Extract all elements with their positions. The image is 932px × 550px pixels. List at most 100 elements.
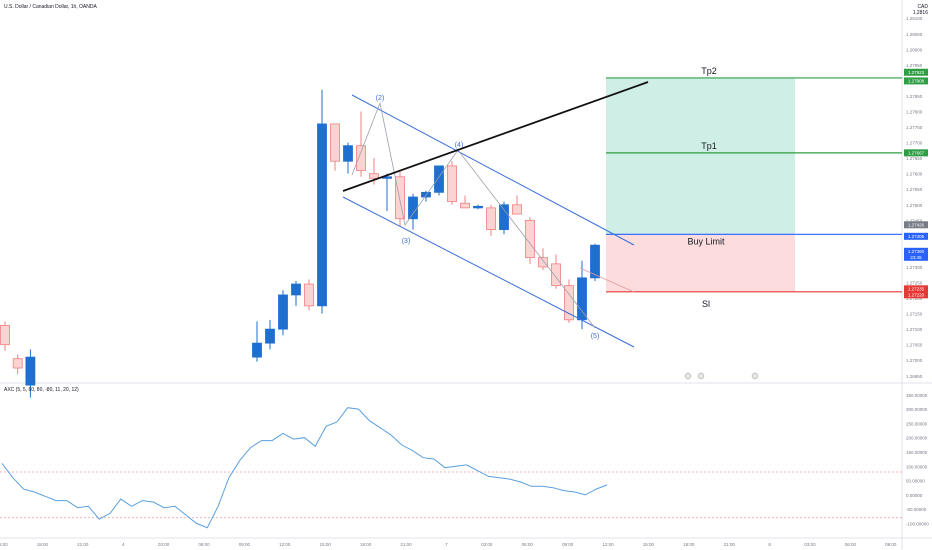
candle-body: [370, 174, 379, 179]
wave-path: [352, 103, 595, 328]
time-tick-label: 09:00: [239, 542, 251, 547]
candle-body: [253, 343, 262, 357]
candle-body: [266, 329, 275, 343]
time-tick-label: 21:00: [77, 542, 89, 547]
time-tick-label: 18:00: [37, 542, 49, 547]
price-tick-label: 1.27500: [906, 203, 923, 208]
price-tag-text: 1.27360: [908, 249, 925, 254]
candle-body: [357, 146, 366, 171]
time-tick-label: 8: [768, 542, 771, 547]
time-tick-label: 12:00: [279, 542, 291, 547]
time-tick-label: 18:00: [360, 542, 372, 547]
time-tick-label: 4: [122, 542, 125, 547]
candle-body: [26, 357, 35, 385]
time-tick-label: 15:00: [0, 542, 8, 547]
indicator-title: AXC (5, 5, 60, 80, -80, 11, 20, 12): [4, 387, 79, 393]
candle-body: [539, 258, 548, 267]
osc-tick-label: -100.00000: [906, 521, 929, 526]
time-tick-label: 09:00: [885, 542, 897, 547]
osc-tick-label: 0.00000: [906, 493, 923, 498]
candle-body: [305, 284, 314, 306]
price-tag-text: 1.27220: [908, 293, 925, 298]
time-tick-label: 03:00: [481, 542, 493, 547]
price-tick-label: 1.27650: [906, 156, 923, 161]
price-tick-label: 1.27150: [906, 312, 923, 317]
osc-tick-label: 350.00000: [906, 393, 928, 398]
candle-body: [552, 264, 561, 286]
candle-body: [500, 205, 509, 230]
candle-body: [461, 203, 470, 208]
price-tick-label: 1.27550: [906, 187, 923, 192]
price-tick-label: 1.26950: [906, 374, 923, 379]
price-tick-label: 1.27100: [906, 327, 923, 332]
tp2-label: Tp2: [701, 66, 717, 76]
sl-label: Sl: [702, 299, 710, 309]
currency-sub: 1.2816: [913, 10, 928, 16]
time-tick-label: 7: [445, 542, 448, 547]
event-marker: [698, 373, 704, 379]
candle-body: [409, 197, 418, 219]
event-marker: [685, 373, 691, 379]
osc-tick-label: 200.00000: [906, 436, 928, 441]
price-tick-label: 1.28050: [906, 32, 923, 37]
time-tick-label: 21:00: [400, 542, 412, 547]
event-marker: [752, 373, 758, 379]
candle-body: [487, 208, 496, 230]
price-tick-label: 1.27000: [906, 358, 923, 363]
wave-label: (5): [591, 333, 600, 340]
candle-body: [318, 124, 327, 306]
price-tick-label: 1.27750: [906, 125, 923, 130]
wave-label: (3): [402, 238, 411, 245]
time-tick-label: 18:00: [683, 542, 695, 547]
time-tick-label: 06:00: [845, 542, 857, 547]
price-tick-label: 1.27700: [906, 141, 923, 146]
osc-tick-label: -50.00000: [906, 507, 927, 512]
time-tick-label: 15:00: [320, 542, 332, 547]
buy-limit-label: Buy Limit: [687, 236, 725, 246]
candle-body: [578, 278, 587, 320]
price-tag-text: 1.27426: [908, 223, 925, 228]
candle-body: [513, 205, 522, 214]
price-tag-text: 1.27667: [908, 151, 925, 156]
price-tick-label: 1.27050: [906, 343, 923, 348]
candle-body: [279, 295, 288, 329]
osc-tick-label: 300.00000: [906, 407, 928, 412]
price-tick-label: 1.27600: [906, 172, 923, 177]
candle-body: [1, 325, 10, 344]
oscillator-line: [2, 408, 607, 528]
price-tick-label: 1.27300: [906, 265, 923, 270]
price-tag-text: 1.27923: [908, 70, 925, 75]
tp1-label: Tp1: [701, 141, 717, 151]
candle-body: [448, 166, 457, 202]
time-tick-label: 06:00: [522, 542, 534, 547]
time-tick-label: 06:00: [198, 542, 210, 547]
trend-line: [343, 82, 648, 191]
price-tick-label: 1.27250: [906, 281, 923, 286]
wave-label: (2): [376, 95, 385, 102]
osc-tick-label: 100.00000: [906, 464, 928, 469]
price-tick-label: 1.28000: [906, 47, 923, 52]
candle-body: [344, 146, 353, 162]
price-tag-text: 1.27908: [908, 79, 925, 84]
candle-body: [13, 359, 22, 368]
price-tick-label: 1.27800: [906, 109, 923, 114]
time-tick-label: 03:00: [158, 542, 170, 547]
price-tick-label: 1.28100: [906, 16, 923, 21]
price-tag-text: 1.27235: [908, 287, 925, 292]
currency-label: CAD 1.2816: [913, 4, 928, 16]
symbol-title: U.S. Dollar / Canadian Dollar, 1h, OANDA: [4, 4, 97, 10]
price-tick-label: 1.27850: [906, 94, 923, 99]
price-tag-text: 23:45: [910, 255, 922, 260]
price-tick-label: 1.27950: [906, 63, 923, 68]
candle-body: [396, 177, 405, 219]
candle-body: [331, 124, 340, 161]
time-tick-label: 09:00: [562, 542, 574, 547]
time-tick-label: 03:00: [804, 542, 816, 547]
osc-tick-label: 150.00000: [906, 450, 928, 455]
osc-tick-label: 250.00000: [906, 421, 928, 426]
time-tick-label: 21:00: [724, 542, 736, 547]
candle-body: [292, 284, 301, 295]
osc-tick-label: 50.00000: [906, 479, 925, 484]
candle-body: [474, 206, 483, 208]
